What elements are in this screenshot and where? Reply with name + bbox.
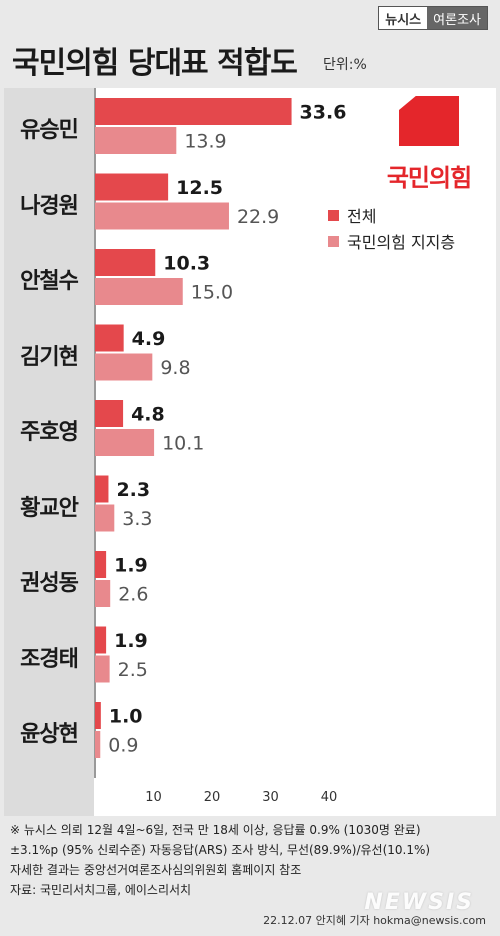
bar-supporters (95, 353, 153, 381)
value-label-total: 10.3 (163, 253, 210, 275)
x-tick-label: 40 (321, 790, 338, 805)
legend-label-supporters: 국민의힘 지지층 (347, 233, 456, 252)
footer-note-2: ±3.1%p (95% 신뢰수준) 자동응답(ARS) 조사 방식, 무선(89… (10, 843, 431, 857)
category-label: 김기현 (20, 344, 79, 370)
watermark: NEWSIS (364, 890, 474, 915)
value-label-supporters: 10.1 (162, 433, 204, 455)
value-label-supporters: 2.6 (118, 584, 148, 606)
chart-title: 국민의힘 당대표 적합도 (12, 46, 298, 81)
category-label: 조경태 (20, 646, 79, 672)
unit-label: 단위:% (323, 57, 367, 73)
category-label: 유승민 (20, 118, 79, 143)
legend-item-supporters: 국민의힘 지지층 (328, 228, 478, 254)
bar-supporters (95, 504, 115, 532)
value-label-total: 1.9 (114, 555, 148, 577)
bar-total (95, 702, 101, 729)
x-tick-label: 20 (204, 790, 221, 805)
bar-total (95, 98, 292, 125)
value-label-supporters: 9.8 (160, 357, 190, 379)
value-label-total: 4.9 (132, 328, 166, 350)
category-label: 나경원 (20, 193, 79, 219)
category-label: 윤상현 (20, 722, 79, 747)
category-label: 황교안 (20, 495, 79, 521)
bar-total (95, 626, 107, 654)
party-logo-mark (399, 96, 459, 146)
legend-label-total: 전체 (347, 207, 377, 226)
footer-source: 자료: 국민리서치그룹, 에이스리서치 (10, 883, 192, 897)
badge-tag: 여론조사 (427, 7, 487, 29)
bar-total (95, 400, 124, 427)
bar-supporters (95, 278, 183, 305)
value-label-total: 1.9 (114, 630, 148, 652)
bar-supporters (95, 580, 111, 607)
bar-total (95, 249, 156, 276)
x-tick-label: 10 (145, 790, 162, 805)
party-logo-text: 국민의힘 (386, 164, 472, 192)
value-label-supporters: 15.0 (191, 282, 233, 304)
legend-swatch-total (328, 209, 339, 221)
value-label-total: 12.5 (176, 177, 223, 199)
value-label-supporters: 2.5 (118, 659, 148, 681)
badge-brand: 뉴시스 (379, 7, 428, 29)
bar-supporters (95, 731, 101, 758)
x-tick-label: 30 (262, 790, 279, 805)
footer-notes: ※ 뉴시스 의뢰 12월 4일~6일, 전국 만 18세 이상, 응답률 0.9… (10, 820, 490, 900)
category-label: 안철수 (20, 269, 79, 294)
bar-total (95, 324, 124, 352)
value-label-supporters: 0.9 (108, 735, 138, 757)
bar-total (95, 551, 107, 578)
category-label: 주호영 (20, 420, 79, 445)
footer-note-3: 자세한 결과는 중앙선거여론조사심의위원회 홈페이지 참조 (10, 863, 302, 877)
bar-supporters (95, 202, 229, 230)
value-label-total: 1.0 (109, 706, 143, 728)
bar-supporters (95, 655, 110, 683)
value-label-supporters: 3.3 (122, 508, 152, 530)
category-label: 권성동 (20, 571, 79, 596)
value-label-total: 4.8 (131, 404, 165, 426)
party-logo: 국민의힘 (374, 96, 484, 193)
value-label-total: 33.6 (300, 102, 347, 124)
news-badge: 뉴시스 여론조사 (378, 6, 488, 30)
bar-total (95, 475, 109, 503)
bar-chart: 33.6 13.9 12.5 22.9 10.3 15.0 4.9 9.8 4.8 10.1 2.3… (94, 88, 347, 805)
bar-total (95, 173, 169, 201)
value-label-supporters: 13.9 (184, 131, 226, 153)
value-label-supporters: 22.9 (237, 206, 279, 228)
bar-supporters (95, 429, 155, 456)
footer-note-1: ※ 뉴시스 의뢰 12월 4일~6일, 전국 만 18세 이상, 응답률 0.9… (10, 823, 421, 837)
legend-item-total: 전체 (328, 202, 478, 228)
legend-swatch-supporters (328, 235, 339, 247)
legend: 전체 국민의힘 지지층 (318, 196, 488, 260)
bar-supporters (95, 127, 177, 154)
credit-line: 22.12.07 안지혜 기자 hokma@newsis.com (263, 914, 486, 927)
value-label-total: 2.3 (116, 479, 150, 501)
